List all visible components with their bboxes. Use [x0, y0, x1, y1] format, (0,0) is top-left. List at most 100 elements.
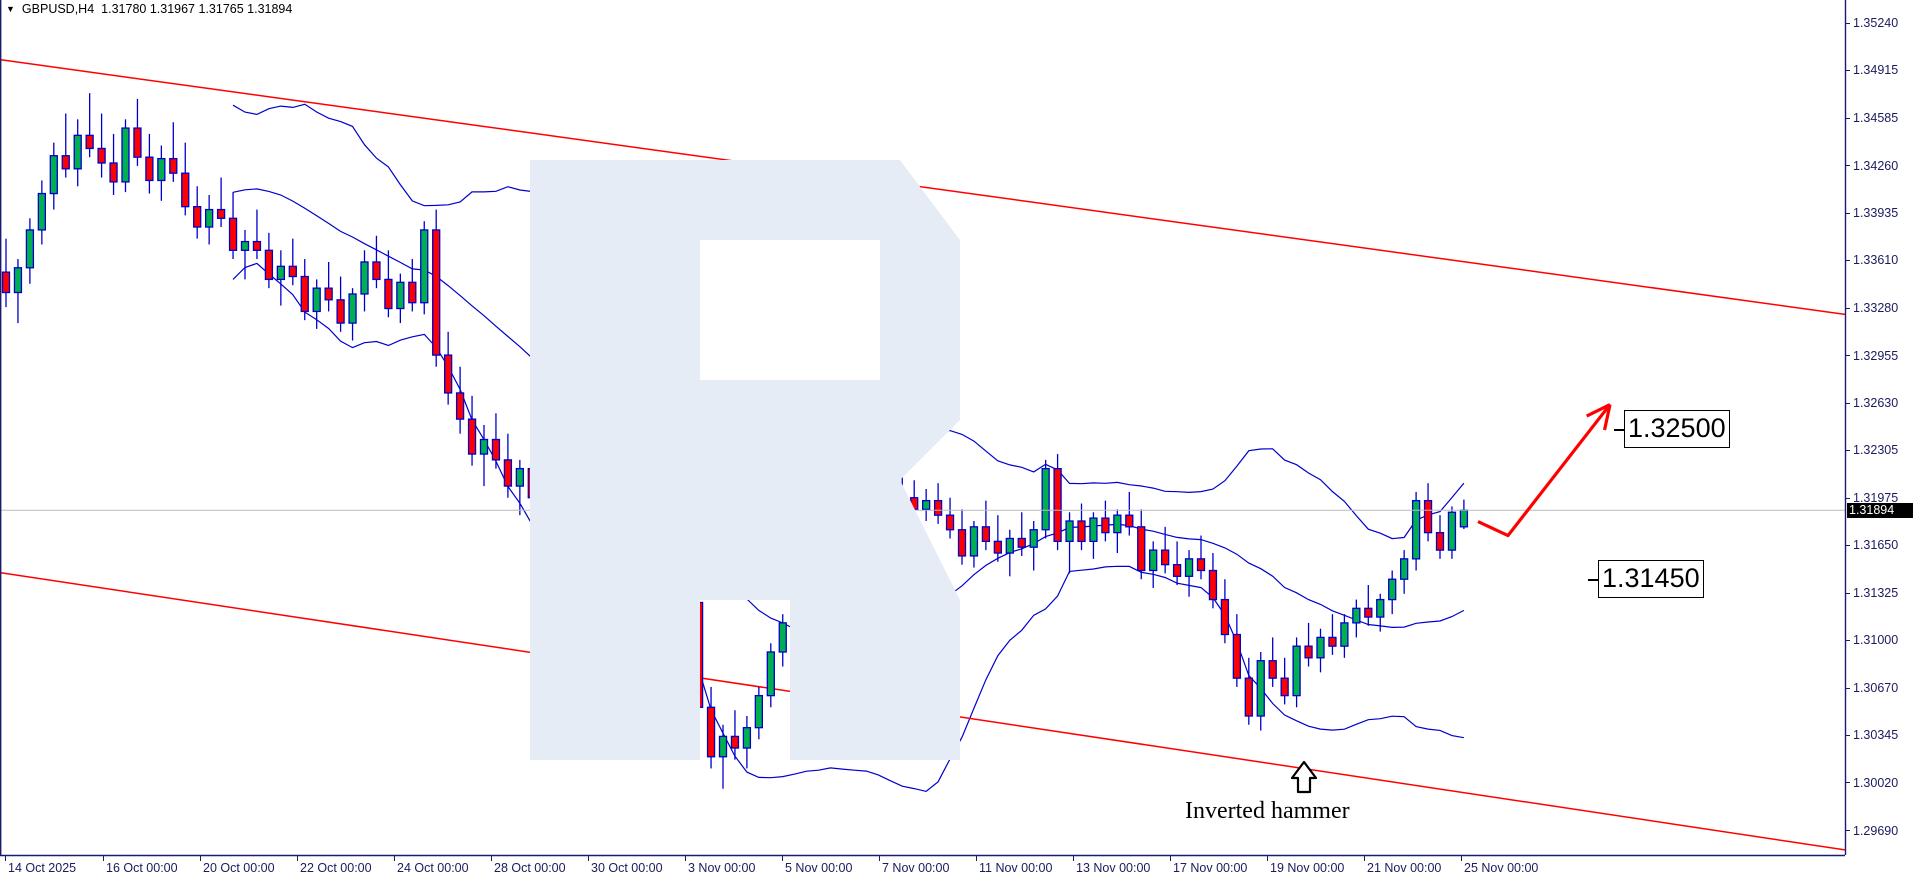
candle-body: [348, 293, 357, 324]
tick-dash: [588, 855, 589, 861]
target-price-box[interactable]: 1.32500: [1614, 410, 1730, 448]
tick-dash: [1845, 782, 1850, 784]
candle-body: [324, 287, 333, 301]
price-axis-tick: 1.30670: [1845, 681, 1898, 695]
candle-body: [945, 514, 955, 531]
price-axis-tick: 1.30020: [1845, 776, 1898, 790]
price-axis-tick-label: 1.34585: [1853, 111, 1899, 126]
tick-dash: [1845, 402, 1850, 404]
price-axis-tick-label: 1.31325: [1853, 585, 1899, 600]
time-axis-tick-label: 5 Nov 00:00: [785, 861, 853, 875]
candle-body: [1077, 520, 1086, 543]
candle-body: [1125, 514, 1134, 528]
candle-body: [1280, 677, 1289, 697]
tick-dash: [685, 855, 686, 861]
tick-dash: [976, 855, 977, 861]
candle-body: [1149, 549, 1158, 572]
candle-body: [157, 157, 166, 182]
candle-body: [1423, 499, 1433, 534]
candle-body: [1101, 517, 1110, 534]
candle-body: [109, 162, 118, 183]
price-axis-tick-label: 1.32955: [1853, 348, 1899, 363]
price-axis-tick: 1.31975: [1845, 491, 1898, 505]
tick-dash: [1845, 449, 1850, 451]
price-axis-tick-label: 1.31650: [1853, 538, 1899, 553]
tick-dash: [1845, 260, 1850, 261]
time-axis-tick-label: 13 Nov 00:00: [1076, 861, 1151, 875]
time-axis-tick-label: 16 Oct 00:00: [106, 861, 178, 875]
time-axis-tick-label: 20 Oct 00:00: [203, 861, 275, 875]
candle-body: [957, 529, 967, 557]
candle-body: [133, 127, 142, 158]
price-axis-tick-label: 1.29690: [1853, 823, 1899, 838]
tick-dash: [879, 855, 880, 861]
candle-body: [1029, 529, 1038, 548]
price-axis-tick-label: 1.32305: [1853, 443, 1899, 458]
tick-dash: [1170, 855, 1171, 861]
candle-body: [503, 459, 513, 487]
price-axis[interactable]: 1.35240 1.34915 1.34585 1.34260 1.33935 1.336…: [1845, 0, 1916, 855]
candle-body: [754, 694, 763, 729]
forecast-arrow-head: [1602, 404, 1612, 431]
candle-body: [1172, 564, 1182, 577]
forecast-arrow: [1477, 403, 1612, 538]
candle-body: [1447, 511, 1457, 551]
price-axis-tick-label: 1.33280: [1853, 301, 1899, 316]
candle-body: [240, 240, 250, 251]
candle-body: [1137, 526, 1146, 572]
price-axis-tick-label: 1.31975: [1853, 491, 1899, 506]
candle-body: [1196, 558, 1206, 572]
price-axis-tick-label: 1.33935: [1853, 205, 1899, 220]
chart-header: ▼ GBPUSD,H4 1.31780 1.31967 1.31765 1.31…: [0, 0, 292, 18]
candle-body: [288, 265, 297, 278]
candle-body: [922, 499, 931, 511]
time-axis-tick-label: 30 Oct 00:00: [591, 861, 663, 875]
candle-body: [706, 706, 716, 758]
candle-body: [479, 438, 489, 455]
forecast-arrow-head: [1585, 403, 1611, 418]
candle-body: [1089, 517, 1098, 543]
candle-body: [1376, 598, 1385, 618]
time-axis-tick-label: 11 Nov 00:00: [979, 861, 1053, 875]
price-axis-tick: 1.34260: [1845, 159, 1898, 173]
tick-dash: [1845, 118, 1850, 120]
chevron-down-icon[interactable]: ▼: [6, 3, 15, 14]
candle-body: [1065, 520, 1074, 543]
price-axis-tick-label: 1.33610: [1853, 253, 1899, 268]
candle-body: [1411, 499, 1421, 560]
price-axis-tick: 1.35240: [1845, 16, 1898, 30]
time-axis-tick-label: 25 Nov 00:00: [1464, 861, 1539, 875]
candle-body: [969, 526, 979, 557]
candle-body: [13, 267, 23, 294]
price-axis-tick-label: 1.35240: [1853, 16, 1899, 31]
tick-dash: [103, 855, 104, 861]
arrow-up-icon: [1290, 760, 1318, 794]
price-axis-tick: 1.33280: [1845, 302, 1898, 316]
price-axis-tick: 1.33935: [1845, 206, 1898, 220]
price-axis-tick: 1.32305: [1845, 443, 1898, 457]
candle-body: [1, 271, 11, 294]
current-price-tag: 1.31894: [1847, 503, 1913, 519]
time-axis[interactable]: 14 Oct 2025 16 Oct 00:00 20 Oct 00:00 22 Oc…: [0, 855, 1845, 896]
tick-dash: [5, 855, 6, 861]
tick-dash: [1845, 639, 1850, 641]
support-price-box[interactable]: 1.31450: [1588, 560, 1704, 598]
target-tick-line: [1614, 429, 1624, 431]
candle-body: [1400, 558, 1409, 580]
candle-body: [49, 155, 58, 195]
candle-body: [25, 229, 35, 269]
candle-body: [181, 172, 190, 208]
time-axis-tick-label: 22 Oct 00:00: [300, 861, 372, 875]
time-axis-tick-label: 3 Nov 00:00: [688, 861, 756, 875]
candle-body: [360, 261, 369, 295]
price-axis-tick-label: 1.31000: [1853, 633, 1899, 648]
candle-body: [1184, 558, 1194, 577]
candle-body: [933, 499, 943, 516]
candle-body: [216, 208, 226, 219]
tick-dash: [1845, 830, 1850, 832]
candle-body: [1017, 537, 1026, 548]
tick-dash: [782, 855, 783, 861]
upper-descending-trendline: [0, 58, 1845, 316]
candle-body: [396, 281, 405, 310]
price-axis-tick-label: 1.34260: [1853, 158, 1899, 173]
